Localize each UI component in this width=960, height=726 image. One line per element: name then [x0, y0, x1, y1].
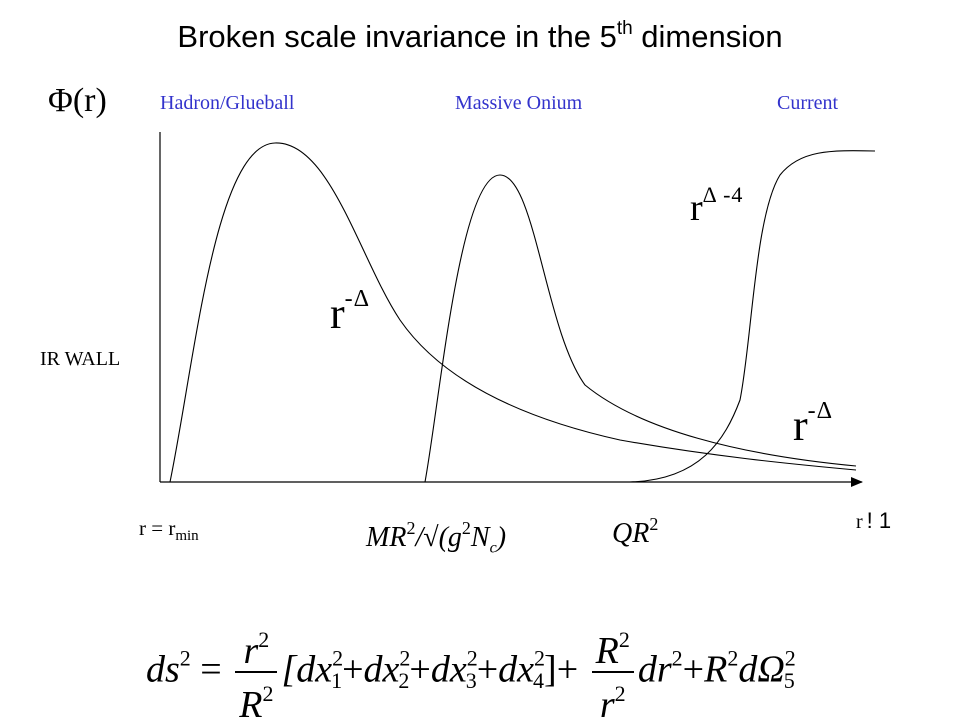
qr-power: 2	[649, 514, 659, 534]
mr-close: )	[496, 522, 507, 553]
metric-bracket-open: [dx	[281, 648, 333, 691]
plus-4: +	[556, 648, 579, 691]
dx4-sub: 4	[533, 667, 545, 693]
dx4: dx	[498, 648, 535, 691]
x-start-label: r = rmin	[139, 516, 199, 545]
metric-dr: dr	[637, 648, 672, 691]
metric-bracket-close: ]	[544, 648, 557, 691]
curve-label-middle: r-Δ	[330, 286, 370, 339]
title-main: Broken scale invariance in the 5	[177, 19, 617, 54]
curve-label-upper: rΔ -4	[690, 182, 743, 230]
dx2-sub: 2	[398, 667, 410, 693]
slide-title: Broken scale invariance in the 5th dimen…	[0, 18, 960, 55]
qr-text: QR	[612, 518, 650, 549]
metric-R-power: 2	[727, 645, 739, 671]
curve-label-upper-exponent: Δ -4	[702, 182, 744, 207]
dx3-power: 2	[466, 645, 478, 671]
curve-label-lower-base: r	[793, 401, 808, 450]
metric-dr-power: 2	[671, 645, 683, 671]
massive-scale-label: MR2/√(g2Nc)	[366, 518, 506, 558]
x-start-text: r = r	[139, 516, 176, 540]
current-curve	[629, 150, 876, 483]
metric-lhs: ds	[146, 648, 180, 691]
dx1-power: 2	[332, 645, 344, 671]
plus-1: +	[342, 648, 364, 691]
curve-label-middle-base: r	[330, 289, 345, 338]
x-start-subscript: min	[175, 528, 199, 544]
dx2-power: 2	[399, 645, 411, 671]
dx4-power: 2	[534, 645, 546, 671]
dx1-sub: 1	[331, 667, 343, 693]
metric-lhs-power: 2	[179, 645, 191, 671]
frac1-den-power: 2	[262, 681, 274, 706]
region-label-hadron: Hadron/Glueball	[160, 92, 295, 114]
mr-power: 2	[406, 518, 416, 538]
metric-omega-power: 2	[784, 645, 796, 671]
mr-rest: /√(g	[415, 522, 462, 553]
current-scale-label: QR2	[612, 514, 658, 550]
frac1-den: R	[239, 684, 263, 726]
curve-label-middle-exponent: -Δ	[344, 286, 371, 312]
mr-power2: 2	[461, 518, 471, 538]
x-end-glyph: ! 1	[866, 508, 892, 533]
plus-2: +	[409, 648, 431, 691]
frac2-num-power: 2	[618, 627, 630, 652]
metric-domega: dΩ	[738, 648, 785, 691]
title-superscript: th	[616, 18, 633, 39]
metric-equals: =	[200, 648, 222, 691]
x-end-label: r! 1	[856, 508, 891, 534]
metric-frac-1: r2 R2	[235, 620, 278, 726]
hadron-curve	[169, 142, 857, 483]
metric-formula: ds2 = r2 R2 [dx21+dx22+dx23+dx24]+ R2 r2 dr2…	[146, 620, 796, 726]
frac2-num: R	[595, 630, 619, 672]
ir-wall-label: IR WALL	[40, 348, 121, 370]
dx3-sub: 3	[465, 667, 477, 693]
region-label-current: Current	[777, 92, 839, 114]
mr-tail: N	[470, 522, 490, 553]
x-end-text: r	[856, 511, 863, 533]
frac2-den: r	[599, 684, 615, 726]
curve-label-lower: r-Δ	[793, 398, 833, 451]
frac2-den-power: 2	[614, 681, 626, 706]
plus-3: +	[476, 648, 499, 691]
plus-5: +	[682, 648, 705, 691]
dx2: dx	[363, 648, 400, 691]
region-label-onium: Massive Onium	[455, 92, 583, 114]
frac1-num-power: 2	[258, 627, 270, 652]
y-axis-label: Φ(r)	[48, 82, 107, 119]
dx3: dx	[430, 648, 467, 691]
curve-label-lower-exponent: -Δ	[807, 398, 834, 424]
curve-label-upper-base: r	[690, 187, 703, 229]
onium-curve	[424, 174, 857, 483]
frac1-num: r	[243, 630, 259, 672]
title-tail: dimension	[632, 19, 783, 54]
mr-text: MR	[366, 522, 407, 553]
metric-frac-2: R2 r2	[591, 620, 634, 726]
mr-sub: c	[489, 539, 497, 557]
metric-omega-sub: 5	[783, 667, 795, 693]
metric-R: R	[704, 648, 728, 691]
